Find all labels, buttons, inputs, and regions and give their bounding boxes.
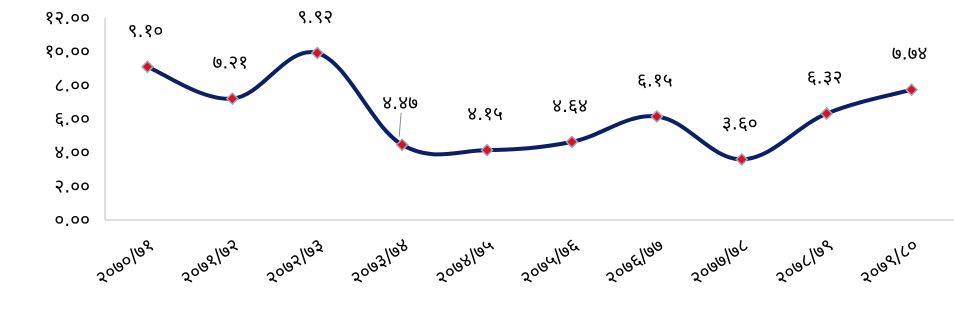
data-label: ९.१० bbox=[128, 20, 164, 42]
y-tick-label: १२.०० bbox=[44, 7, 90, 29]
data-label: ३.६० bbox=[722, 112, 758, 134]
data-point-marker bbox=[565, 135, 579, 149]
label-leader-line bbox=[398, 112, 402, 137]
data-labels: ९.१० ७.२१ ९.९२ ४.४७ ४.१५ ४.६४ ६.१५ ३.६० ६.३२ ७.७४ bbox=[128, 6, 928, 134]
data-point-marker bbox=[140, 60, 155, 74]
y-tick-label: ०.०० bbox=[54, 209, 90, 231]
data-point-marker bbox=[310, 46, 324, 60]
x-tick-label: २०७९/८० bbox=[856, 234, 922, 290]
data-label: ७.२१ bbox=[213, 52, 249, 74]
data-label: ४.१५ bbox=[467, 103, 503, 125]
data-label: ६.१५ bbox=[637, 69, 673, 91]
data-label: ७.७४ bbox=[892, 43, 928, 65]
data-label: ४.६४ bbox=[552, 95, 588, 117]
data-label: ९.९२ bbox=[297, 6, 333, 28]
data-point-marker bbox=[225, 92, 239, 106]
y-tick-label: १०.०० bbox=[44, 41, 90, 63]
data-point-marker bbox=[395, 138, 409, 152]
x-tick-label: २०७६/७७ bbox=[601, 234, 668, 290]
x-tick-label: २०७८/७९ bbox=[771, 234, 837, 290]
x-tick-label: २०७०/७१ bbox=[92, 234, 158, 290]
y-tick-label: ८.०० bbox=[54, 74, 90, 96]
data-point-marker bbox=[820, 107, 834, 121]
x-tick-label: २०७५/७६ bbox=[516, 234, 582, 290]
x-tick-label: २०७१/७२ bbox=[177, 234, 243, 290]
series-line bbox=[145, 50, 914, 162]
y-tick-labels: ०.०० २.०० ४.०० ६.०० ८.०० १०.०० १२.०० bbox=[44, 7, 90, 231]
data-label: ६.३२ bbox=[807, 67, 843, 89]
y-tick-label: ६.०० bbox=[54, 108, 90, 130]
data-point-marker bbox=[735, 152, 749, 166]
x-tick-label: २०७४/७५ bbox=[431, 234, 497, 290]
data-point-marker bbox=[480, 143, 494, 157]
x-tick-label: २०७७/७८ bbox=[686, 234, 752, 290]
data-point-marker bbox=[650, 109, 664, 124]
x-tick-label: २०७३/७४ bbox=[347, 234, 413, 290]
data-label: ४.४७ bbox=[382, 92, 418, 114]
x-tick-label: २०७२/७३ bbox=[262, 234, 328, 290]
data-point-marker bbox=[904, 83, 919, 97]
y-tick-label: ४.०० bbox=[54, 142, 90, 164]
x-tick-labels: २०७०/७१ २०७१/७२ २०७२/७३ २०७३/७४ २०७४/७५ २०७५/… bbox=[92, 234, 923, 290]
data-markers bbox=[140, 46, 919, 166]
y-tick-label: २.०० bbox=[54, 175, 90, 197]
